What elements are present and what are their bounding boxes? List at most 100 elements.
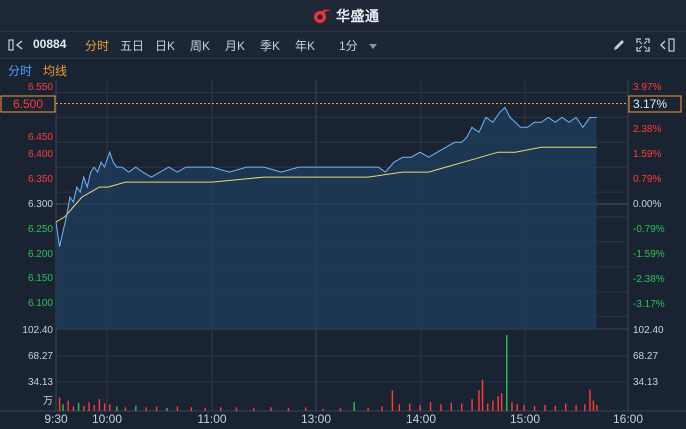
percent-label: 1.59%	[633, 149, 661, 160]
indicator-tabs: 分时 均线	[0, 59, 686, 79]
volume-bar	[592, 400, 595, 411]
time-label: 16:00	[613, 412, 643, 426]
volume-bar	[77, 402, 80, 411]
price-axis: 6.550 6.450 6.400 6.350 6.300 6.250 6.20…	[28, 82, 53, 309]
volume-bar	[511, 402, 513, 411]
volume-bar	[287, 408, 290, 411]
volume-bar	[492, 400, 494, 411]
volume-bar	[58, 397, 61, 411]
title-bar: 华盛通	[0, 0, 686, 32]
percent-label: -3.17%	[633, 299, 665, 310]
volume-bar	[398, 404, 400, 411]
fullscreen-icon[interactable]	[636, 38, 650, 52]
volume-bar	[72, 406, 75, 411]
price-label: 6.200	[28, 249, 53, 260]
volume-bar	[506, 335, 508, 411]
price-label: 6.150	[28, 273, 53, 284]
volume-bar	[220, 407, 222, 411]
volume-bar	[67, 400, 69, 411]
current-percent-box	[628, 95, 682, 113]
volume-bar	[497, 396, 499, 411]
average-price-line	[55, 146, 597, 223]
volume-bar	[235, 407, 238, 411]
volume-bar	[487, 403, 489, 411]
volume-bar	[176, 406, 179, 411]
volume-bar	[500, 393, 503, 411]
volume-bar	[575, 405, 577, 411]
volume-label: 68.27	[28, 351, 53, 362]
volume-bars	[58, 335, 598, 411]
volume-bar	[88, 402, 90, 411]
time-label: 10:00	[92, 412, 122, 426]
expand-panel-icon[interactable]	[660, 38, 676, 52]
chevron-down-icon	[369, 43, 378, 49]
volume-bar	[450, 402, 452, 411]
price-line	[55, 106, 597, 247]
tab-monthly-k[interactable]: 月K	[225, 39, 246, 53]
volume-bar	[339, 408, 342, 411]
pencil-icon[interactable]	[612, 38, 626, 52]
toolbar: 00884 分时 五日 日K 周K 月K 季K 年K 1分	[0, 32, 686, 59]
volume-bar	[270, 407, 272, 411]
price-label: 6.400	[28, 149, 53, 160]
volume-bar	[322, 408, 324, 411]
tab-weekly-k[interactable]: 周K	[190, 39, 211, 53]
stock-code: 00884	[33, 37, 67, 51]
time-label: 15:00	[510, 412, 540, 426]
price-label: 6.100	[28, 298, 53, 309]
current-price-box	[0, 95, 56, 113]
tab-five-day[interactable]: 五日	[120, 39, 145, 53]
tab-yearly-k[interactable]: 年K	[295, 39, 316, 53]
volume-label: 34.13	[633, 377, 658, 388]
percent-label: -1.59%	[633, 249, 665, 260]
volume-bar	[204, 408, 206, 411]
tab-quarterly-k[interactable]: 季K	[260, 39, 281, 53]
volume-bar	[62, 404, 64, 411]
interval-value: 1分	[339, 39, 358, 53]
volume-bar	[584, 404, 586, 411]
volume-bar	[565, 403, 567, 411]
percent-label: 2.38%	[633, 124, 661, 135]
volume-bar	[253, 408, 255, 411]
volume-bar	[429, 402, 432, 411]
brand: 华盛通	[312, 6, 380, 26]
price-label: 6.450	[28, 132, 53, 143]
volume-bar	[103, 403, 106, 411]
volume-bar	[478, 390, 480, 411]
subtab-intraday[interactable]: 分时	[8, 64, 33, 78]
price-label: 6.350	[28, 174, 53, 185]
time-label: 11:00	[197, 412, 226, 426]
percent-label: 3.97%	[633, 82, 661, 93]
volume-bar	[109, 404, 111, 411]
intraday-chart: 6.550 6.450 6.400 6.350 6.300 6.250 6.20…	[0, 80, 686, 429]
time-axis: 9:30 10:00 11:00 13:00 14:00 15:00 16:00	[44, 412, 643, 426]
volume-bar	[98, 399, 101, 411]
percent-label: 0.79%	[633, 174, 661, 185]
brand-name: 华盛通	[336, 8, 380, 24]
volume-unit: 万	[43, 396, 53, 407]
interval-select[interactable]: 1分	[339, 37, 378, 54]
volume-bar	[145, 407, 147, 411]
volume-bar	[391, 390, 394, 411]
percent-axis: 3.97% 2.38% 1.59% 0.79% 0.00% -0.79% -1.…	[633, 82, 665, 310]
volume-bar	[523, 405, 525, 411]
price-label: 6.300	[28, 199, 53, 210]
volume-bar	[409, 403, 411, 411]
volume-bar	[305, 407, 307, 411]
volume-label: 102.40	[633, 325, 664, 336]
volume-bar	[124, 407, 127, 411]
percent-label: -0.79%	[633, 224, 665, 235]
collapse-sidebar-icon[interactable]	[8, 39, 26, 51]
volume-bar	[135, 405, 137, 411]
volume-bar	[166, 408, 168, 411]
volume-bar	[83, 405, 85, 411]
subtab-average-line[interactable]: 均线	[43, 64, 68, 78]
price-label: 6.250	[28, 224, 53, 235]
volume-bar	[155, 406, 158, 411]
volume-label: 102.40	[22, 325, 53, 336]
brand-logo-icon	[314, 9, 331, 23]
tab-daily-k[interactable]: 日K	[155, 39, 176, 53]
tab-intraday[interactable]: 分时	[85, 39, 110, 53]
volume-bar	[481, 379, 484, 411]
volume-bar	[93, 405, 95, 411]
